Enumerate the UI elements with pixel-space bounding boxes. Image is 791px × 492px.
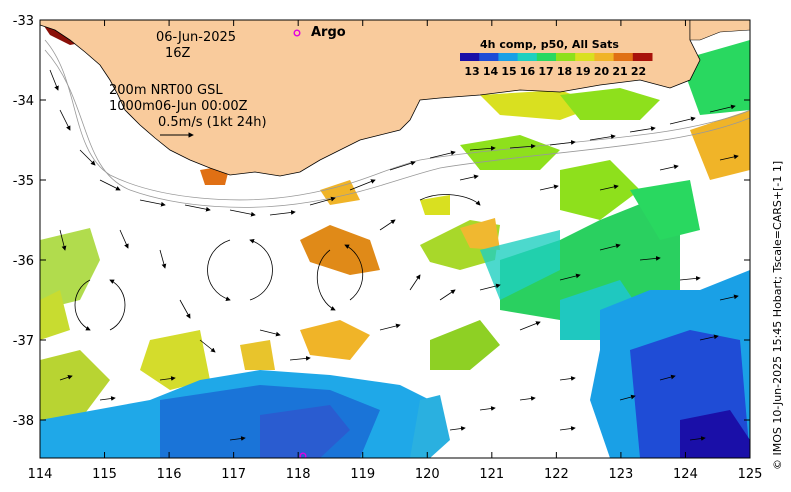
colorbar-segment	[498, 53, 519, 61]
x-tick-label: 120	[415, 467, 440, 482]
plot-frame	[39, 19, 751, 459]
x-axis-ticks: 114 115 116 117 118 119 120 121 122 123 124 125	[28, 20, 763, 482]
scale-label: 0.5m/s (1kt 24h)	[158, 115, 267, 130]
colorbar-segment	[556, 53, 576, 61]
x-tick-label: 118	[286, 467, 311, 482]
map-date: 06-Jun-2025	[156, 30, 237, 45]
colorbar-tick-label: 22	[631, 65, 646, 78]
y-tick-label: -38	[13, 414, 34, 429]
colorbar-segment	[460, 53, 480, 61]
current-vectors	[49, 69, 739, 441]
argo-float-marker	[299, 452, 307, 458]
colorbar-tick-label: 21	[612, 65, 627, 78]
colorbar-tick-label: 20	[594, 65, 610, 78]
colorbar-tick-label: 15	[501, 65, 516, 78]
colorbar-segment	[479, 53, 499, 61]
x-tick-label: 115	[92, 467, 117, 482]
colorbar-tick-label: 16	[520, 65, 536, 78]
argo-label: Argo	[311, 25, 346, 40]
x-tick-label: 121	[479, 467, 504, 482]
colorbar-tick-label: 13	[464, 65, 479, 78]
colorbar-segment	[594, 53, 615, 61]
colorbar-segment	[575, 53, 595, 61]
y-tick-label: -36	[13, 254, 34, 269]
x-tick-label: 114	[28, 467, 53, 482]
sst-patches	[40, 20, 750, 458]
argo-float-marker	[293, 29, 301, 37]
x-tick-label: 125	[738, 467, 763, 482]
colorbar: 13 14 15 16 17 18 19 20 21 22	[460, 53, 653, 78]
x-tick-label: 124	[673, 467, 698, 482]
depth-label-1: 200m NRT00 GSL	[109, 83, 223, 98]
colorbar-tick-label: 14	[483, 65, 499, 78]
colorbar-segment	[517, 53, 538, 61]
y-tick-label: -34	[13, 94, 34, 109]
x-tick-label: 117	[221, 467, 246, 482]
colorbar-segment	[536, 53, 557, 61]
credit-text: © IMOS 10-Jun-2025 15:45 Hobart; Tscale=…	[771, 160, 784, 470]
y-tick-label: -33	[13, 14, 34, 29]
colorbar-segment	[632, 53, 653, 61]
x-tick-label: 122	[544, 467, 569, 482]
bathymetry-contours	[44, 39, 750, 208]
y-axis-ticks: -33 -34 -35 -36 -37 -38	[13, 14, 750, 429]
map-time: 16Z	[165, 46, 191, 61]
x-tick-label: 123	[608, 467, 633, 482]
depth-label-2: 1000m06-Jun 00:00Z	[109, 99, 248, 114]
colorbar-tick-label: 17	[538, 65, 553, 78]
y-tick-label: -35	[13, 174, 34, 189]
x-tick-label: 119	[350, 467, 375, 482]
colorbar-segment	[613, 53, 634, 61]
x-tick-label: 116	[157, 467, 182, 482]
colorbar-tick-label: 19	[575, 65, 590, 78]
colorbar-title: 4h comp, p50, All Sats	[480, 38, 619, 51]
y-tick-label: -37	[13, 334, 34, 349]
colorbar-tick-label: 18	[557, 65, 572, 78]
